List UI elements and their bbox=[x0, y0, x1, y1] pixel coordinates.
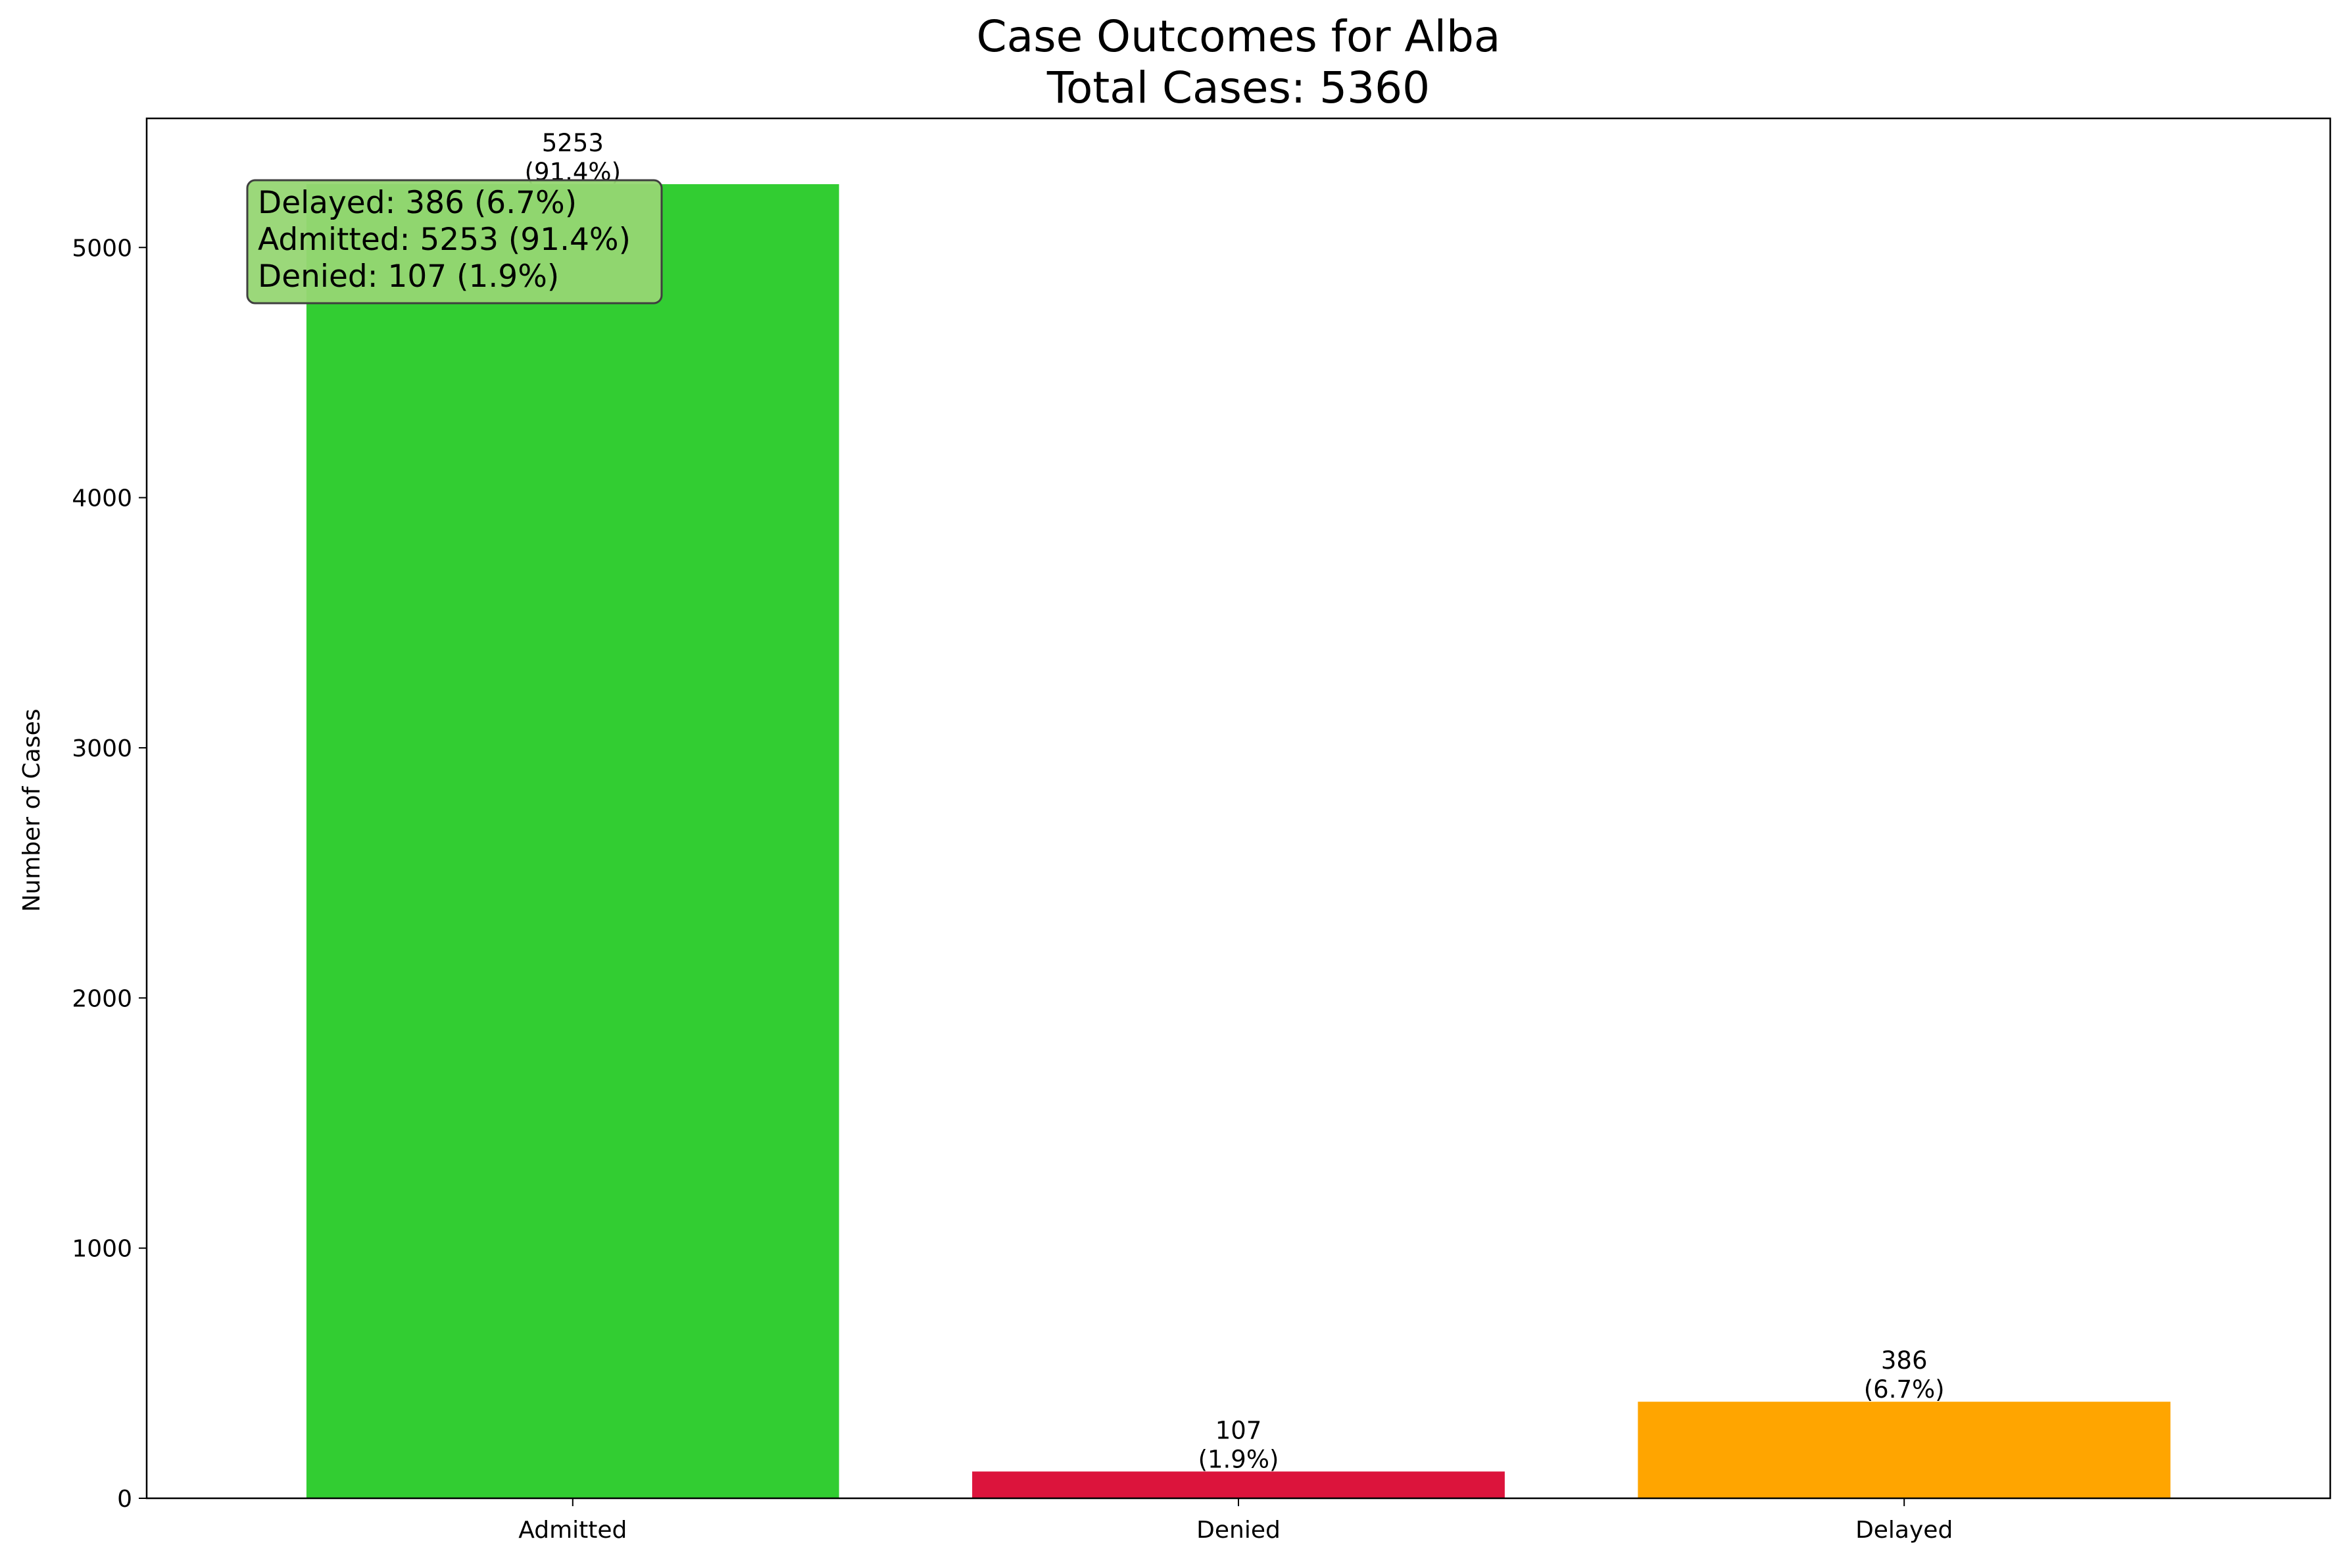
chart-title: Case Outcomes for Alba bbox=[977, 11, 1501, 62]
chart-subtitle: Total Cases: 5360 bbox=[1046, 62, 1430, 113]
y-tick-label: 2000 bbox=[72, 985, 132, 1012]
y-tick-label: 5000 bbox=[72, 235, 132, 262]
x-tick-label: Admitted bbox=[518, 1517, 627, 1544]
y-axis-label: Number of Cases bbox=[18, 708, 45, 912]
summary-line-denied: Denied: 107 (1.9%) bbox=[258, 258, 559, 295]
bar-value-label: 386 bbox=[1881, 1346, 1928, 1375]
y-tick-label: 4000 bbox=[72, 485, 132, 512]
summary-box: Delayed: 386 (6.7%) Admitted: 5253 (91.4… bbox=[246, 179, 663, 305]
data-labels-layer: 5253(91.4%)107(1.9%)386(6.7%) bbox=[525, 129, 1945, 1473]
summary-line-admitted: Admitted: 5253 (91.4%) bbox=[258, 222, 631, 258]
bar-percent-label: (1.9%) bbox=[1198, 1445, 1279, 1473]
x-tick-label: Denied bbox=[1196, 1517, 1281, 1544]
bar-value-label: 107 bbox=[1215, 1416, 1262, 1444]
bar-value-label: 5253 bbox=[542, 129, 604, 157]
bar-denied bbox=[972, 1471, 1505, 1498]
bar-admitted bbox=[306, 184, 839, 1499]
x-tick-label: Delayed bbox=[1855, 1517, 1953, 1544]
y-tick-label: 1000 bbox=[72, 1236, 132, 1263]
bar-percent-label: (6.7%) bbox=[1864, 1375, 1945, 1404]
y-tick-label: 0 bbox=[117, 1486, 132, 1513]
summary-line-delayed: Delayed: 386 (6.7%) bbox=[258, 185, 577, 221]
bars-layer bbox=[306, 184, 2171, 1499]
bar-delayed bbox=[1638, 1402, 2171, 1498]
y-tick-label: 3000 bbox=[72, 735, 132, 762]
axes-layer: Admitted Denied Delayed 0 1000 2000 3000 4000 50… bbox=[72, 117, 2332, 1544]
summary-box-background bbox=[246, 179, 663, 305]
plot-frame bbox=[145, 117, 2332, 1500]
